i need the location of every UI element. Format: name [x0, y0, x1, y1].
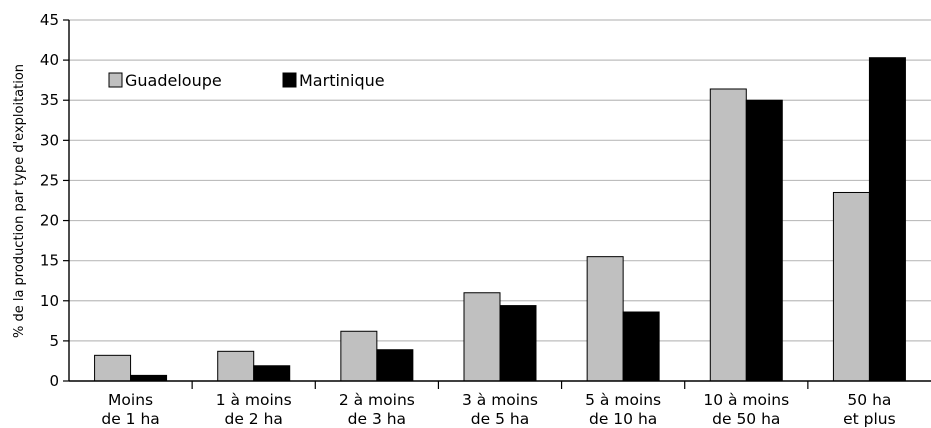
- legend-label-martinique: Martinique: [299, 71, 385, 90]
- gridlines: [69, 19, 931, 342]
- x-category-label-line: de 5 ha: [471, 410, 529, 428]
- x-category-label-line: de 50 ha: [712, 410, 780, 428]
- x-category-label-line: et plus: [843, 410, 896, 428]
- bar-guadeloupe-6: [832, 191, 870, 382]
- bar-guadeloupe-3: [463, 292, 501, 382]
- x-category-label-line: de 10 ha: [589, 410, 657, 428]
- y-tick-label: 45: [40, 11, 59, 29]
- y-tick-label: 0: [49, 372, 59, 390]
- y-tick-label: 5: [49, 332, 59, 350]
- legend-label-guadeloupe: Guadeloupe: [125, 71, 222, 90]
- axes: [63, 19, 931, 389]
- y-tick-label: 25: [40, 171, 59, 189]
- x-category-label-line: 5 à moins: [585, 391, 661, 409]
- y-tick-label: 15: [40, 252, 59, 270]
- x-category-label-line: 10 à moins: [703, 391, 789, 409]
- x-category-label-line: Moins: [108, 391, 153, 409]
- x-category-labels: Moins de 1 ha1 à moins de 2 ha2 à moins de …: [101, 391, 895, 428]
- bar-guadeloupe-1: [217, 350, 255, 382]
- legend-swatch-martinique: [282, 72, 297, 88]
- x-category-label-line: de 2 ha: [225, 410, 283, 428]
- bar-martinique-3: [499, 305, 537, 382]
- y-tick-labels: 0 5 10 15 20 25 30 35 40 45: [40, 11, 59, 390]
- x-category-label: 10 à moins de 50 ha: [703, 391, 789, 428]
- x-category-label: 5 à moins de 10 ha: [585, 391, 661, 428]
- x-category-label: 2 à moins de 3 ha: [339, 391, 415, 428]
- x-category-label: 3 à moins de 5 ha: [462, 391, 538, 428]
- bars: [94, 57, 906, 382]
- x-category-label-line: de 3 ha: [348, 410, 406, 428]
- bar-guadeloupe-0: [94, 354, 132, 382]
- x-category-label: Moins de 1 ha: [101, 391, 159, 428]
- y-tick-label: 10: [40, 292, 59, 310]
- x-category-label-line: 3 à moins: [462, 391, 538, 409]
- y-axis-label: % de la production par type d'exploitati…: [12, 64, 27, 338]
- bar-guadeloupe-5: [709, 88, 747, 382]
- x-category-label-line: 1 à moins: [216, 391, 292, 409]
- x-category-label: 50 ha et plus: [843, 391, 896, 428]
- y-tick-label: 35: [40, 91, 59, 109]
- bar-martinique-2: [376, 349, 414, 382]
- bar-guadeloupe-2: [340, 330, 378, 382]
- y-tick-label: 30: [40, 131, 59, 149]
- legend-swatch-guadeloupe: [108, 72, 123, 88]
- x-category-label-line: de 1 ha: [101, 410, 159, 428]
- legend: Guadeloupe Martinique: [108, 71, 385, 90]
- x-category-label: 1 à moins de 2 ha: [216, 391, 292, 428]
- bar-martinique-0: [130, 374, 168, 382]
- bar-martinique-4: [622, 311, 660, 382]
- bar-martinique-6: [868, 57, 906, 382]
- bar-martinique-1: [253, 365, 291, 382]
- bar-martinique-5: [745, 99, 783, 382]
- y-tick-label: 40: [40, 51, 59, 69]
- y-tick-label: 20: [40, 212, 59, 230]
- bar-guadeloupe-4: [586, 256, 624, 382]
- x-category-label-line: 2 à moins: [339, 391, 415, 409]
- x-category-label-line: 50 ha: [847, 391, 891, 409]
